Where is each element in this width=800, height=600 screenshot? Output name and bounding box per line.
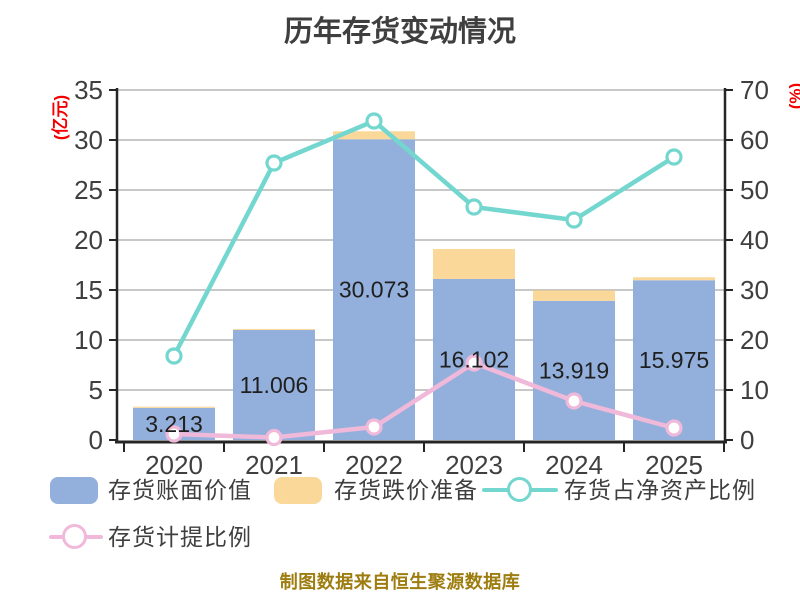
line-series-1 bbox=[171, 360, 677, 440]
line-series-0 bbox=[171, 118, 677, 359]
bar-value-label: 11.006 bbox=[240, 372, 309, 398]
line-marker bbox=[465, 354, 483, 372]
bar-inventory-depreciation-reserve bbox=[233, 328, 315, 330]
y-tick-label-right: 50 bbox=[740, 175, 769, 205]
data-source-note: 制图数据来自恒生聚源数据库 bbox=[279, 572, 521, 592]
x-tick-label: 2024 bbox=[545, 450, 603, 480]
y-tick-label-right: 40 bbox=[740, 225, 769, 255]
legend-swatch-inventory-depreciation-reserve bbox=[274, 477, 322, 504]
line-marker bbox=[565, 392, 583, 410]
y-tick-label-left: 15 bbox=[74, 275, 103, 305]
y-tick-label-right: 20 bbox=[740, 325, 769, 355]
legend-label-inventory-provision-ratio: 存货计提比例 bbox=[108, 524, 252, 550]
y-tick-label-left: 0 bbox=[89, 425, 103, 455]
bar-value-label: 3.213 bbox=[145, 411, 203, 437]
y-tick-label-left: 25 bbox=[74, 175, 103, 205]
bar-value-label: 30.073 bbox=[339, 277, 409, 303]
line-marker bbox=[365, 418, 383, 436]
bar-inventory-book-value bbox=[233, 329, 315, 440]
bar-inventory-book-value bbox=[633, 280, 715, 440]
x-tick-label: 2022 bbox=[345, 450, 403, 480]
line-marker bbox=[665, 148, 683, 166]
bar-inventory-book-value bbox=[533, 300, 615, 440]
line-marker bbox=[165, 425, 183, 443]
line-marker bbox=[365, 112, 383, 130]
line-marker bbox=[265, 428, 283, 447]
bar-inventory-book-value bbox=[333, 139, 415, 440]
y-tick-label-right: 70 bbox=[740, 75, 769, 105]
bar-value-label: 15.975 bbox=[639, 347, 709, 373]
bar-inventory-depreciation-reserve bbox=[333, 131, 415, 140]
y-tick-label-right: 60 bbox=[740, 125, 769, 155]
x-tick-label: 2021 bbox=[245, 450, 303, 480]
legend-swatch-inventory-book-value bbox=[50, 477, 98, 504]
legend-label-inventory-book-value: 存货账面价值 bbox=[108, 477, 252, 503]
y-tick-label-right: 30 bbox=[740, 275, 769, 305]
x-tick-label: 2020 bbox=[145, 450, 203, 480]
legend-label-inventory-depreciation-reserve: 存货跌价准备 bbox=[334, 477, 478, 503]
y-tick-label-left: 30 bbox=[74, 125, 103, 155]
legend-marker-circle-icon bbox=[507, 477, 532, 502]
y-tick-label-right: 0 bbox=[740, 425, 754, 455]
line-marker bbox=[565, 211, 583, 229]
bar-inventory-depreciation-reserve bbox=[633, 277, 715, 281]
bar-inventory-depreciation-reserve bbox=[133, 406, 215, 408]
y-tick-label-left: 5 bbox=[89, 375, 103, 405]
y-tick-label-left: 20 bbox=[74, 225, 103, 255]
legend-marker-circle-icon bbox=[62, 524, 87, 549]
y-tick-label-left: 35 bbox=[74, 75, 103, 105]
chart-title: 历年存货变动情况 bbox=[283, 16, 516, 48]
x-tick-label: 2025 bbox=[645, 450, 703, 480]
y-tick-label-left: 10 bbox=[74, 325, 103, 355]
legend-label-inventory-to-net-assets-ratio: 存货占净资产比例 bbox=[564, 477, 756, 503]
y-tick-label-right: 10 bbox=[740, 375, 769, 405]
line-marker bbox=[665, 419, 683, 437]
line-marker bbox=[465, 198, 483, 216]
line-marker bbox=[265, 154, 283, 172]
bar-inventory-depreciation-reserve bbox=[533, 290, 615, 301]
bar-inventory-depreciation-reserve bbox=[433, 248, 515, 279]
bar-value-label: 13.919 bbox=[539, 357, 609, 383]
line-marker bbox=[165, 347, 183, 365]
x-tick-label: 2023 bbox=[445, 450, 503, 480]
bar-value-label: 16.102 bbox=[439, 346, 509, 372]
